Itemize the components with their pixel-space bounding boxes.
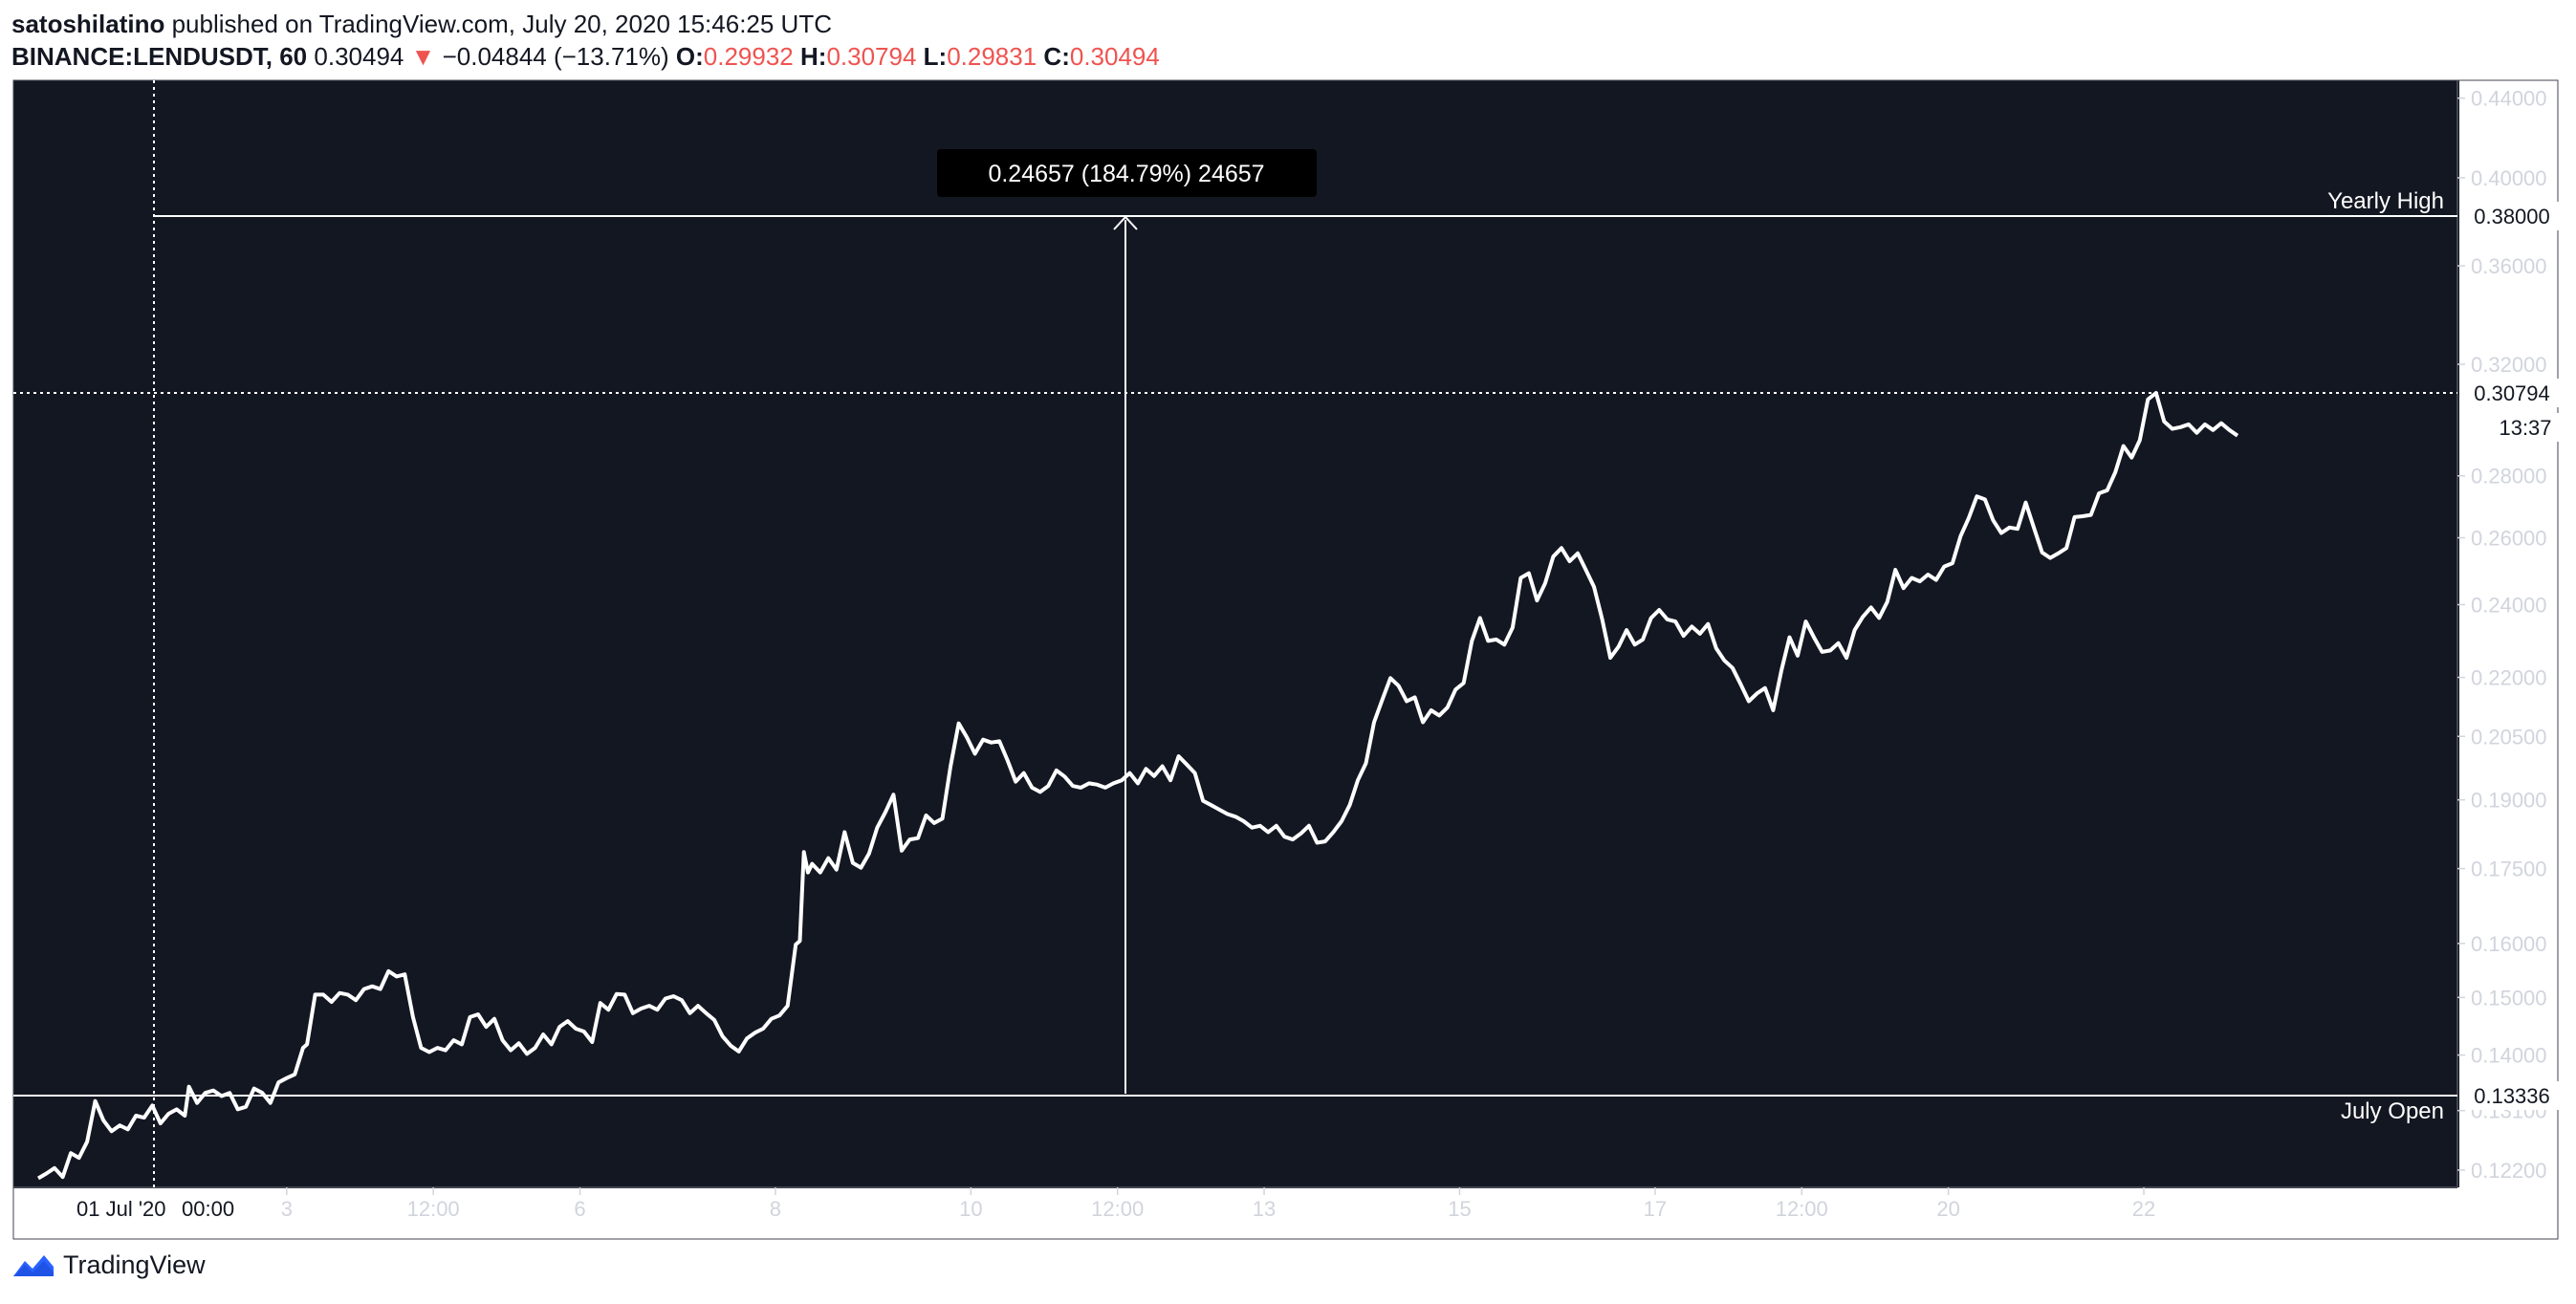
- measure-label-box: [937, 149, 1317, 197]
- y-tick-label: 0.19000: [2471, 789, 2547, 813]
- measure-label: 0.24657 (184.79%) 24657: [988, 161, 1264, 187]
- x-tick-label: 22: [2132, 1197, 2155, 1221]
- x-tick-label: 17: [1644, 1197, 1667, 1221]
- open-value: 0.29932: [703, 42, 794, 71]
- y-tick-label: 0.28000: [2471, 465, 2547, 489]
- x-tick-label: 20: [1936, 1197, 1959, 1221]
- y-tick-label: 0.24000: [2471, 593, 2547, 617]
- publish-line: satoshilatino published on TradingView.c…: [11, 8, 2565, 40]
- chart-header: satoshilatino published on TradingView.c…: [11, 8, 2565, 73]
- y-tick-label: 0.36000: [2471, 254, 2547, 278]
- y-tick-label: 0.22000: [2471, 666, 2547, 690]
- x-tick-label: 12:00: [1776, 1197, 1828, 1221]
- measure-arrow-head: [1113, 215, 1138, 230]
- y-tick-label: 0.14000: [2471, 1044, 2547, 1068]
- low-value: 0.29831: [947, 42, 1037, 71]
- chart-frame: [12, 79, 2559, 1240]
- tradingview-logo-icon: [13, 1254, 54, 1276]
- countdown-badge-text: 13:37: [2499, 416, 2551, 440]
- y-tick-label: 0.17500: [2471, 858, 2547, 881]
- low-label: L:: [923, 42, 948, 71]
- yearly-high-badge: [2462, 202, 2562, 230]
- x-tick-label: 3: [281, 1197, 293, 1221]
- price-change: −0.04844 (−13.71%): [442, 42, 669, 71]
- y-tick-label: 0.15000: [2471, 986, 2547, 1010]
- x-tick-label: 6: [574, 1197, 585, 1221]
- high-label: H:: [800, 42, 827, 71]
- x-tick-label: 8: [770, 1197, 781, 1221]
- y-tick-label: 0.40000: [2471, 166, 2547, 190]
- july-open-label: July Open: [2341, 1098, 2444, 1124]
- y-tick-label: 0.12200: [2471, 1159, 2547, 1183]
- x-tick-label: 12:00: [407, 1197, 460, 1221]
- y-tick-label: 0.16000: [2471, 932, 2547, 956]
- x-tick-label: 10: [959, 1197, 982, 1221]
- crosshair-price-badge-text: 0.30794: [2474, 381, 2550, 405]
- crosshair-price-badge: [2462, 379, 2562, 407]
- down-triangle-icon: ▼: [410, 42, 436, 71]
- axes-layer: 0.44000 0.40000 0.36000 0.32000 0.28000 0.260…: [12, 79, 2559, 1240]
- y-tick-label: 0.26000: [2471, 527, 2547, 551]
- y-tick-label: 0.20500: [2471, 725, 2547, 749]
- price-series-line[interactable]: [36, 391, 2239, 1181]
- crosshair-time-text: 00:00: [182, 1197, 234, 1221]
- brand-name: TradingView: [63, 1250, 206, 1279]
- crosshair-date-badge: [65, 1191, 243, 1226]
- author-name[interactable]: satoshilatino: [11, 10, 165, 38]
- x-tick-label: 12:00: [1091, 1197, 1144, 1221]
- y-tick-label: 0.44000: [2471, 87, 2547, 111]
- open-label: O:: [675, 42, 704, 71]
- close-label: C:: [1043, 42, 1070, 71]
- close-value: 0.30494: [1069, 42, 1160, 71]
- published-text: published on TradingView.com, July 20, 2…: [171, 10, 832, 38]
- x-tick-label: 15: [1448, 1197, 1471, 1221]
- july-open-badge-text: 0.13336: [2474, 1084, 2550, 1108]
- ohlc-line: BINANCE:LENDUSDT, 60 0.30494 ▼ −0.04844 …: [11, 40, 2565, 73]
- yearly-high-label: Yearly High: [2327, 188, 2444, 214]
- y-tick-label: 0.32000: [2471, 353, 2547, 377]
- crosshair-date-text: 01 Jul '20: [76, 1197, 166, 1221]
- annotations-layer: 0.24657 (184.79%) 24657 Yearly High July…: [13, 80, 2457, 1187]
- july-open-badge: [2462, 1081, 2562, 1110]
- axis-badges-layer: 0.38000 0.13336 0.30794 13:37 01 Jul '20…: [65, 202, 2562, 1226]
- countdown-badge: [2489, 413, 2562, 442]
- branding-footer[interactable]: TradingView: [11, 1250, 206, 1280]
- yearly-high-badge-text: 0.38000: [2474, 205, 2550, 228]
- chart-background: [13, 80, 2459, 1187]
- symbol-label: BINANCE:LENDUSDT, 60: [11, 42, 308, 71]
- x-tick-label: 13: [1253, 1197, 1276, 1221]
- last-price: 0.30494: [314, 42, 404, 71]
- high-value: 0.30794: [826, 42, 917, 71]
